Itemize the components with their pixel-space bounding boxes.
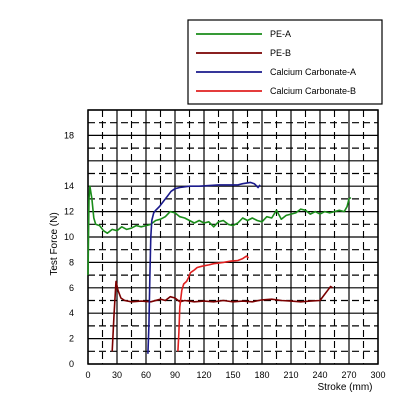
x-tick-label: 90 (170, 370, 180, 380)
y-tick-label: 12 (64, 207, 74, 217)
x-tick-label: 300 (370, 370, 385, 380)
x-tick-label: 30 (112, 370, 122, 380)
y-tick-label: 18 (64, 130, 74, 140)
x-tick-label: 270 (341, 370, 356, 380)
x-tick-label: 240 (312, 370, 327, 380)
x-tick-label: 150 (225, 370, 240, 380)
y-tick-label: 10 (64, 232, 74, 242)
x-axis-label: Stroke (mm) (318, 382, 373, 393)
y-tick-label: 2 (69, 334, 74, 344)
y-tick-label: 6 (69, 283, 74, 293)
x-tick-label: 60 (141, 370, 151, 380)
legend-label: PE-A (270, 29, 291, 39)
legend-label: PE-B (270, 48, 291, 58)
y-tick-label: 4 (69, 308, 74, 318)
x-tick-label: 210 (283, 370, 298, 380)
x-tick-label: 0 (85, 370, 90, 380)
legend-label: Calcium Carbonate-A (270, 67, 356, 77)
x-tick-label: 180 (254, 370, 269, 380)
y-tick-label: 0 (69, 359, 74, 369)
legend-label: Calcium Carbonate-B (270, 86, 356, 96)
y-axis-label: Test Force (N) (49, 212, 60, 275)
y-tick-label: 8 (69, 257, 74, 267)
series-line (111, 280, 334, 352)
series-line (87, 185, 352, 276)
series-line (147, 181, 261, 354)
series-line (177, 255, 250, 352)
x-tick-label: 120 (196, 370, 211, 380)
y-tick-label: 14 (64, 181, 74, 191)
